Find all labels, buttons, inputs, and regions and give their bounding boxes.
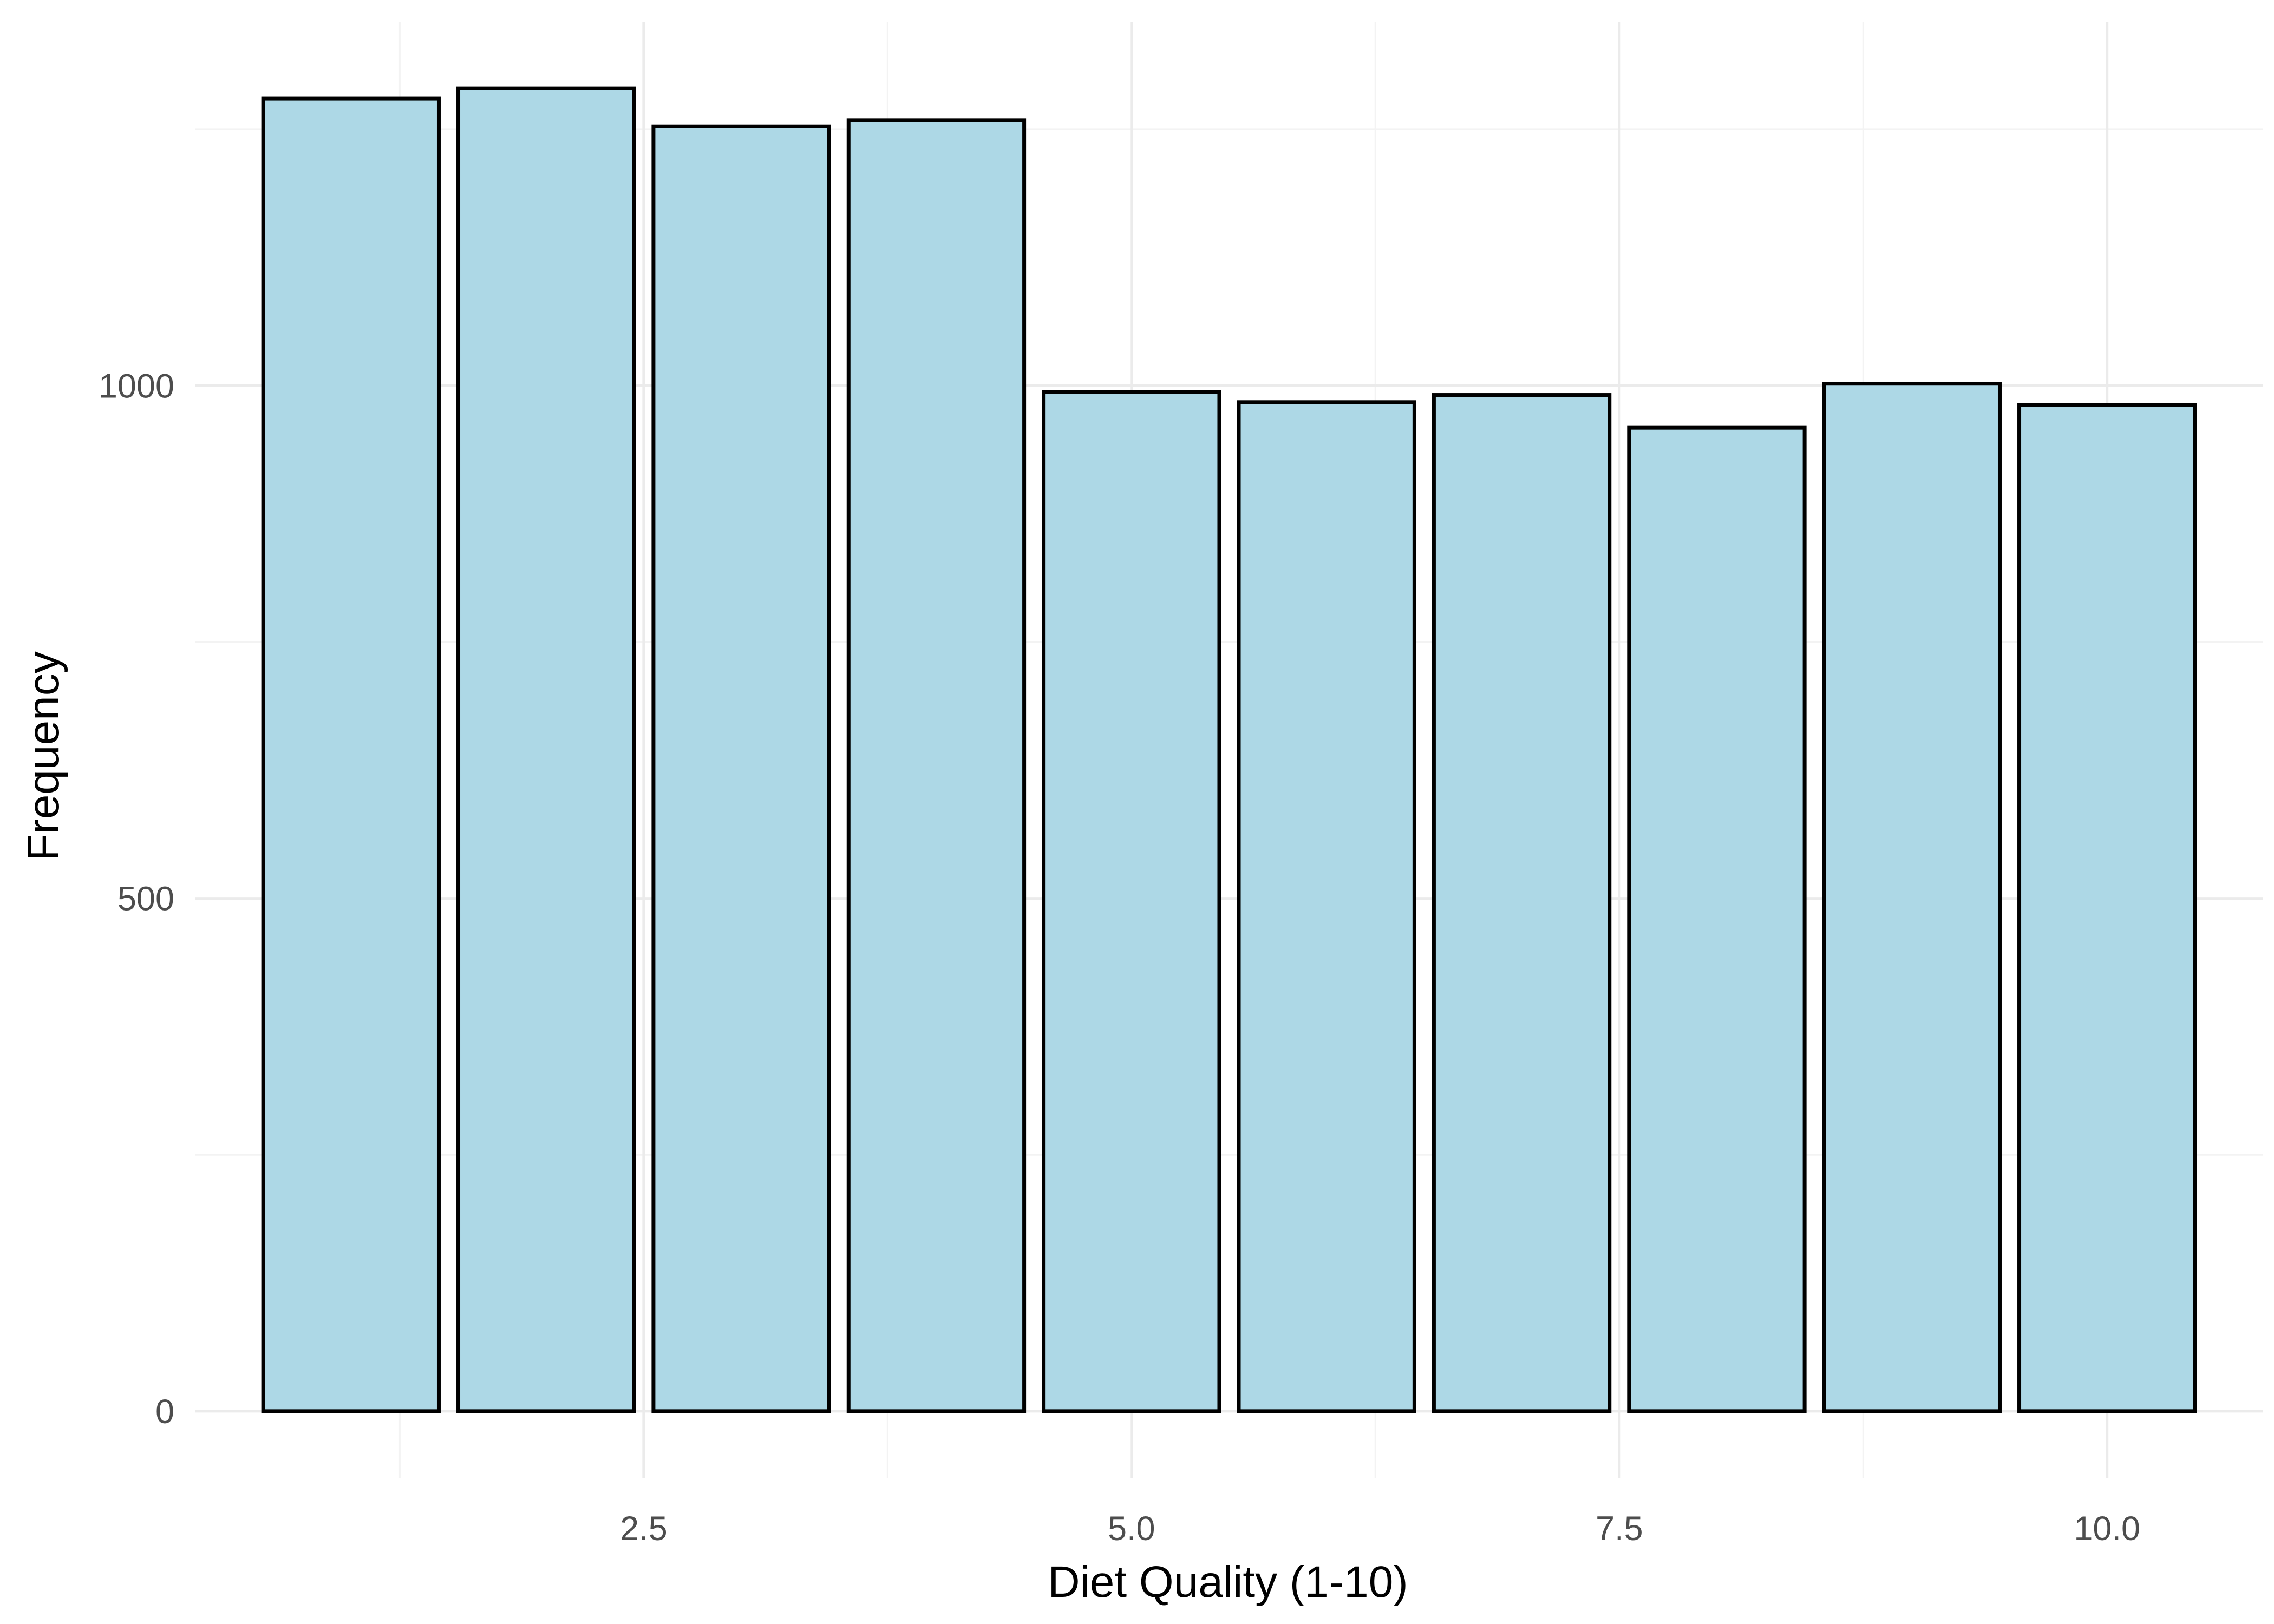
bar-4 bbox=[846, 118, 1027, 1413]
x-tick-label: 2.5 bbox=[620, 1510, 668, 1548]
bar-10 bbox=[2017, 403, 2197, 1413]
x-tick-label: 5.0 bbox=[1108, 1510, 1155, 1548]
bar-9 bbox=[1822, 382, 2002, 1413]
y-tick-label: 500 bbox=[117, 880, 174, 918]
x-tick-label: 7.5 bbox=[1596, 1510, 1643, 1548]
bar-3 bbox=[651, 124, 831, 1413]
bar-2 bbox=[456, 86, 636, 1413]
x-axis-ticks: 2.5 5.0 7.5 10.0 bbox=[620, 1510, 2140, 1548]
bar-6 bbox=[1237, 400, 1416, 1413]
y-axis-ticks: 0 500 1000 bbox=[99, 368, 174, 1431]
y-tick-label: 0 bbox=[155, 1393, 174, 1431]
bar-7 bbox=[1432, 393, 1612, 1413]
y-tick-label: 1000 bbox=[99, 368, 174, 405]
bars bbox=[261, 86, 2197, 1413]
y-axis-title: Frequency bbox=[19, 651, 68, 861]
bar-8 bbox=[1627, 425, 1807, 1413]
bar-1 bbox=[261, 96, 441, 1413]
bar-5 bbox=[1042, 390, 1221, 1413]
x-axis-title: Diet Quality (1-10) bbox=[1048, 1557, 1408, 1607]
x-tick-label: 10.0 bbox=[2074, 1510, 2140, 1548]
